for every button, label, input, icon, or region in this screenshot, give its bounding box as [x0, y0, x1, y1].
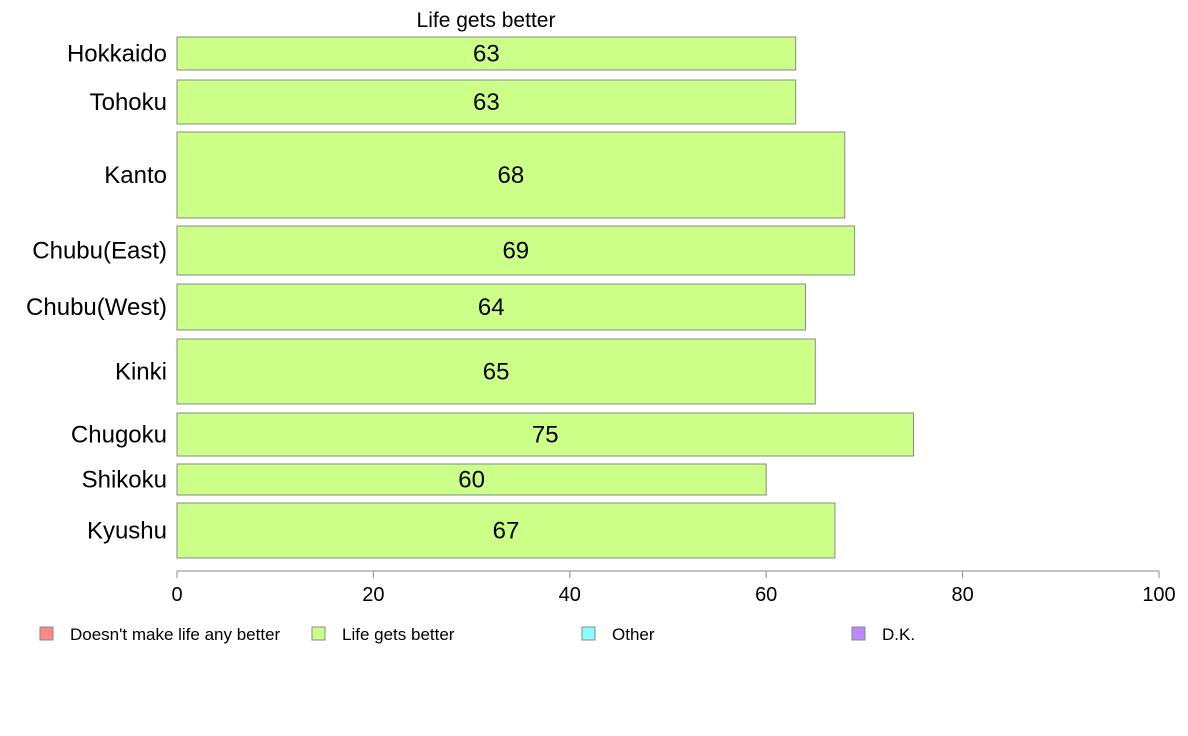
- legend-label-other: Other: [612, 625, 655, 644]
- legend-label-d-k: D.K.: [882, 625, 915, 644]
- bar-kanto: [176, 131, 846, 219]
- bar-tohoku: [176, 79, 797, 125]
- x-tick-label-40: 40: [559, 584, 581, 606]
- category-label-kyushu: Kyushu: [87, 518, 167, 545]
- legend-swatch-other: [581, 626, 596, 641]
- bar-shikoku: [176, 463, 767, 496]
- category-label-chubu-east: Chubu(East): [32, 238, 167, 265]
- x-axis: 0 20 40 60 80 100: [171, 570, 1176, 606]
- legend-swatch-life-gets-better: [311, 626, 326, 641]
- category-label-chubu-west: Chubu(West): [26, 294, 167, 321]
- category-label-shikoku: Shikoku: [82, 467, 167, 494]
- x-tick-label-0: 0: [171, 584, 182, 606]
- value-label-kyushu: 67: [493, 518, 520, 545]
- bar-chubu-west: [176, 283, 806, 331]
- legend: Doesn't make life any better Life gets be…: [39, 625, 915, 644]
- legend-swatch-d-k: [851, 626, 866, 641]
- value-label-kinki: 65: [483, 359, 510, 386]
- bar-kinki: [176, 338, 816, 405]
- x-tick-label-60: 60: [755, 584, 777, 606]
- category-label-chugoku: Chugoku: [71, 422, 167, 449]
- value-label-chugoku: 75: [532, 422, 559, 449]
- category-label-kinki: Kinki: [115, 359, 167, 386]
- value-label-tohoku: 63: [473, 89, 500, 116]
- legend-label-doesn-t-make-life-any-better: Doesn't make life any better: [70, 625, 281, 644]
- category-label-hokkaido: Hokkaido: [67, 41, 167, 68]
- category-label-kanto: Kanto: [104, 162, 167, 189]
- x-tick-label-20: 20: [362, 584, 384, 606]
- value-label-hokkaido: 63: [473, 41, 500, 68]
- value-label-shikoku: 60: [458, 467, 485, 494]
- value-label-kanto: 68: [498, 162, 525, 189]
- bar-chugoku: [176, 412, 914, 457]
- x-tick-label-100: 100: [1142, 584, 1175, 606]
- chart-title: Life gets better: [417, 9, 556, 32]
- bar-chubu-east: [176, 225, 856, 276]
- value-label-chubu-west: 64: [478, 294, 505, 321]
- bar-hokkaido: [176, 36, 797, 71]
- legend-label-life-gets-better: Life gets better: [342, 625, 455, 644]
- bar-kyushu: [176, 502, 836, 559]
- legend-swatch-doesn-t-make-life-any-better: [39, 626, 54, 641]
- bars-group: Hokkaido 63 Tohoku 63 Kanto 68 Chubu(East) 69 Ch…: [26, 36, 914, 559]
- value-label-chubu-east: 69: [502, 238, 529, 265]
- x-tick-label-80: 80: [951, 584, 973, 606]
- category-label-tohoku: Tohoku: [90, 89, 167, 116]
